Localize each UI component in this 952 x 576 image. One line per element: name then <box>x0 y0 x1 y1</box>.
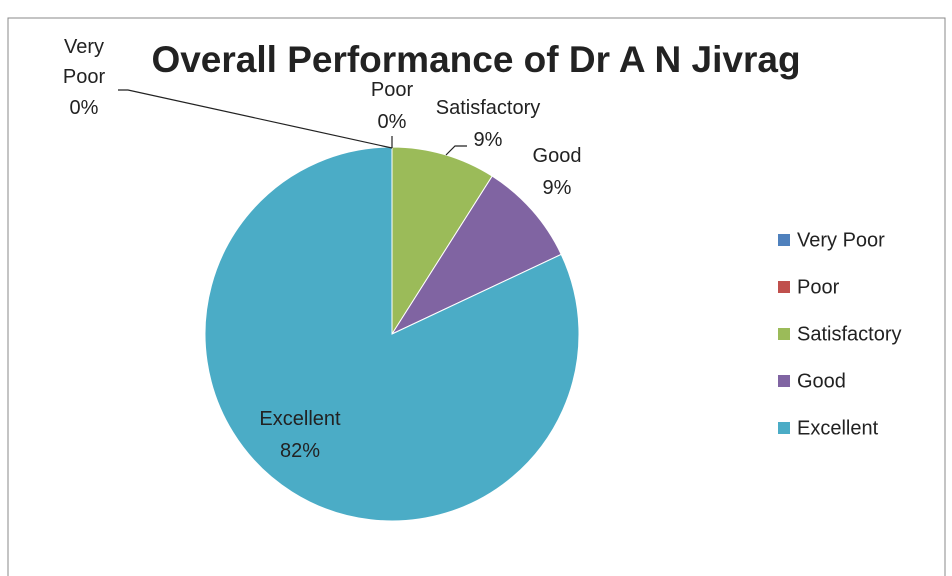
data-label-name: Satisfactory <box>435 97 541 119</box>
data-label: Satisfactory 9% <box>423 92 553 156</box>
data-label-value: 9% <box>542 177 572 199</box>
data-label: Excellent 82% <box>250 403 350 467</box>
data-label-name: Excellent <box>259 408 341 430</box>
leader-line <box>118 89 393 149</box>
pie-slice <box>204 146 580 522</box>
data-label-value: 0% <box>69 97 99 119</box>
pie-slice <box>390 175 562 336</box>
data-label: Very Poor 0% <box>61 32 107 124</box>
chart-title: Overall Performance of Dr A N Jivrag <box>151 39 800 80</box>
pie-slice <box>391 146 493 336</box>
data-label: Poor 0% <box>362 74 422 138</box>
legend-swatch <box>778 328 790 340</box>
leader-line <box>445 145 467 156</box>
data-label: Good 9% <box>522 140 592 204</box>
legend-label: Satisfactory <box>797 323 901 345</box>
legend-swatch <box>778 281 790 293</box>
data-label-name: Very Poor <box>62 36 106 88</box>
data-label-value: 9% <box>473 129 503 151</box>
legend-swatch <box>778 375 790 387</box>
data-label-name: Good <box>532 145 582 167</box>
legend-swatch <box>778 234 790 246</box>
data-label-value: 0% <box>377 111 407 133</box>
legend-label: Good <box>797 370 846 392</box>
legend-label: Excellent <box>797 417 879 439</box>
data-label-value: 82% <box>279 440 321 462</box>
legend-label: Very Poor <box>797 229 885 251</box>
data-label-name: Poor <box>370 79 414 101</box>
legend-label: Poor <box>797 276 840 298</box>
legend-swatch <box>778 422 790 434</box>
